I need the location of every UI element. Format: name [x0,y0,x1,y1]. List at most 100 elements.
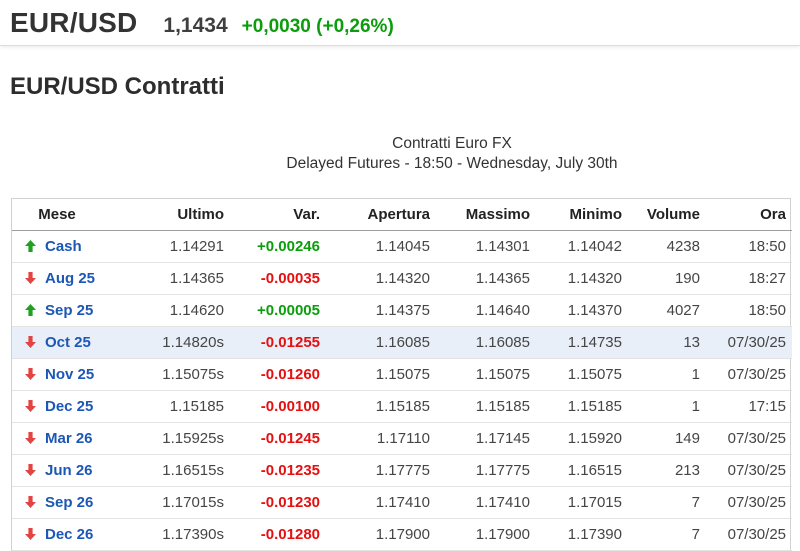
caption-contract-name: Contratti Euro FX [392,135,512,152]
page-title: EUR/USD Contratti [10,73,225,100]
month-cell: Dec 25 [12,390,102,422]
month-link[interactable]: Aug 25 [45,269,96,287]
table-row: Dec 25 1.15185 -0.00100 1.15185 1.15185 … [12,390,792,422]
var-value: -0.01245 [260,429,320,447]
massimo-cell: 1.14301 [475,237,530,255]
month-cell: Sep 26 [12,486,102,518]
minimo-cell: 1.14370 [567,301,622,319]
massimo-cell: 1.17775 [475,461,530,479]
massimo-cell: 1.17145 [475,429,530,447]
volume-cell: 149 [674,429,700,447]
month-link[interactable]: Dec 26 [45,525,94,543]
minimo-cell: 1.15185 [567,397,622,415]
table-row: Sep 25 1.14620 +0.00005 1.14375 1.14640 … [12,294,792,326]
trend-arrow-icon [25,239,36,252]
ora-cell: 07/30/25 [727,461,786,479]
minimo-cell: 1.15075 [567,365,622,383]
ultimo-cell: 1.15075s [162,365,224,383]
apertura-cell: 1.17775 [375,461,430,479]
ora-cell: 07/30/25 [727,429,786,447]
minimo-cell: 1.14320 [567,269,622,287]
caption-delay-info: Delayed Futures - 18:50 - Wednesday, Jul… [286,155,618,172]
col-header-ora: Ora [700,199,792,231]
contracts-table: Mese Ultimo Var. Apertura Massimo Minimo… [12,199,792,551]
massimo-cell: 1.14640 [475,301,530,319]
apertura-cell: 1.17900 [375,525,430,543]
massimo-cell: 1.16085 [475,333,530,351]
trend-arrow-icon [25,335,36,348]
apertura-cell: 1.16085 [375,333,430,351]
trend-arrow-icon [25,527,36,540]
var-cell: -0.01230 [224,486,320,518]
volume-cell: 13 [683,333,700,351]
table-row: Dec 26 1.17390s -0.01280 1.17900 1.17900… [12,518,792,550]
massimo-cell: 1.17900 [475,525,530,543]
table-header-row: Mese Ultimo Var. Apertura Massimo Minimo… [12,199,792,231]
contracts-tbody: Cash 1.14291 +0.00246 1.14045 1.14301 1.… [12,230,792,550]
apertura-cell: 1.14320 [375,269,430,287]
var-cell: -0.00100 [224,390,320,422]
month-link[interactable]: Oct 25 [45,333,91,351]
ultimo-cell: 1.14291 [169,237,224,255]
ultimo-cell: 1.14365 [169,269,224,287]
trend-arrow-icon [25,303,36,316]
month-link[interactable]: Nov 25 [45,365,95,383]
table-row: Nov 25 1.15075s -0.01260 1.15075 1.15075… [12,358,792,390]
ora-cell: 07/30/25 [727,365,786,383]
ora-cell: 07/30/25 [727,333,786,351]
var-cell: -0.01260 [224,358,320,390]
minimo-cell: 1.17390 [567,525,622,543]
volume-cell: 4238 [666,237,700,255]
month-link[interactable]: Dec 25 [45,397,94,415]
ora-cell: 07/30/25 [727,493,786,511]
month-cell: Cash [12,230,102,262]
volume-cell: 4027 [666,301,700,319]
minimo-cell: 1.14735 [567,333,622,351]
var-cell: +0.00005 [224,294,320,326]
volume-cell: 1 [691,365,700,383]
trend-arrow-icon [25,271,36,284]
ora-cell: 07/30/25 [727,525,786,543]
month-link[interactable]: Cash [45,237,82,255]
trend-arrow-icon [25,495,36,508]
var-value: -0.01230 [260,493,320,511]
ultimo-cell: 1.15925s [162,429,224,447]
var-value: +0.00005 [257,301,320,319]
col-header-volume: Volume [622,199,700,231]
col-header-mese: Mese [12,199,102,231]
var-value: +0.00246 [257,237,320,255]
month-link[interactable]: Sep 25 [45,301,94,319]
table-row: Jun 26 1.16515s -0.01235 1.17775 1.17775… [12,454,792,486]
volume-cell: 7 [691,493,700,511]
apertura-cell: 1.14045 [375,237,430,255]
ultimo-cell: 1.17015s [162,493,224,511]
var-value: -0.01260 [260,365,320,383]
quote-header: EUR/USD 1,1434 +0,0030 (+0,26%) [0,0,800,46]
price-change: +0,0030 (+0,26%) [241,16,394,37]
var-value: -0.01280 [260,525,320,543]
var-value: -0.00035 [260,269,320,287]
var-cell: -0.01235 [224,454,320,486]
trend-arrow-icon [25,431,36,444]
month-cell: Aug 25 [12,262,102,294]
var-cell: -0.00035 [224,262,320,294]
minimo-cell: 1.16515 [567,461,622,479]
table-row: Sep 26 1.17015s -0.01230 1.17410 1.17410… [12,486,792,518]
col-header-var: Var. [224,199,320,231]
apertura-cell: 1.17410 [375,493,430,511]
contracts-table-wrap: Mese Ultimo Var. Apertura Massimo Minimo… [11,198,792,551]
massimo-cell: 1.15185 [475,397,530,415]
month-link[interactable]: Jun 26 [45,461,93,479]
last-price: 1,1434 [163,14,228,37]
ora-cell: 17:15 [748,397,786,415]
var-cell: -0.01280 [224,518,320,550]
symbol-title: EUR/USD [10,7,138,38]
table-caption: Contratti Euro FX Delayed Futures - 18:5… [112,134,792,174]
month-link[interactable]: Mar 26 [45,429,93,447]
ora-cell: 18:27 [748,269,786,287]
apertura-cell: 1.17110 [376,429,430,447]
ora-cell: 18:50 [748,237,786,255]
ultimo-cell: 1.17390s [162,525,224,543]
massimo-cell: 1.15075 [475,365,530,383]
month-link[interactable]: Sep 26 [45,493,94,511]
